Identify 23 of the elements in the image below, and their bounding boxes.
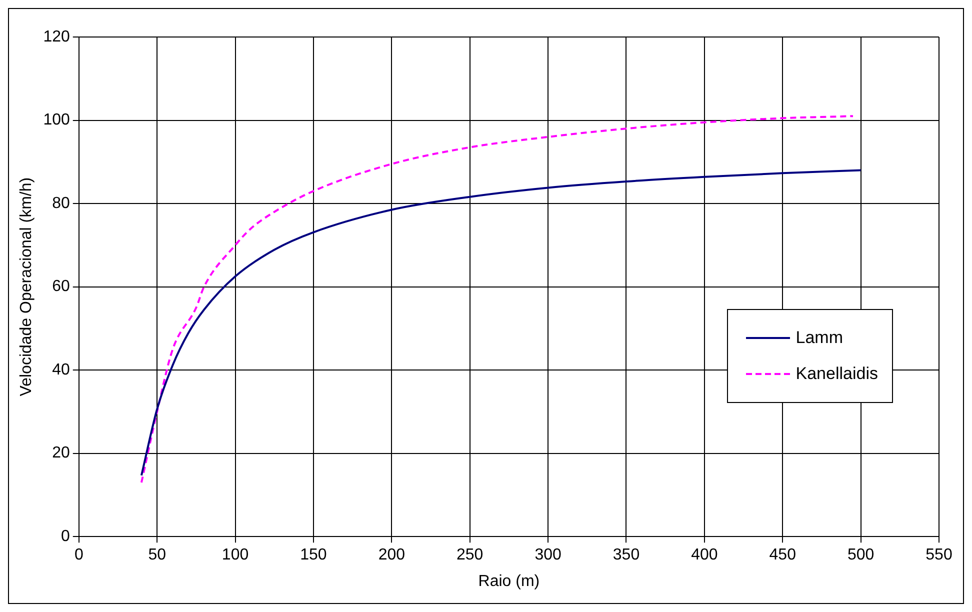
y-tick-label: 80: [52, 194, 70, 212]
x-tick-label: 250: [456, 546, 484, 564]
y-tick-label: 0: [60, 528, 70, 546]
y-tick-label: 40: [52, 361, 70, 378]
y-axis-title: Velocidade Operacional (km/h): [18, 177, 36, 396]
x-tick-label: 550: [926, 546, 952, 564]
x-tick-label: 200: [378, 546, 406, 564]
x-tick-label: 400: [691, 546, 718, 564]
x-tick-label: 500: [847, 546, 874, 564]
y-tick-label: 120: [43, 28, 70, 46]
x-tick-label: 50: [148, 546, 166, 564]
x-axis-title: Raio (m): [478, 572, 540, 590]
x-tick-label: 450: [769, 546, 796, 564]
y-tick-label: 100: [43, 112, 70, 129]
y-tick-label: 60: [52, 278, 70, 296]
x-tick-label: 0: [74, 546, 84, 564]
x-tick-label: 350: [612, 546, 640, 564]
legend-label: Kanellaidis: [796, 364, 878, 384]
x-tick-label: 100: [222, 546, 249, 564]
x-tick-label: 150: [300, 546, 327, 564]
legend-label: Lamm: [796, 328, 843, 348]
x-tick-label: 300: [534, 546, 562, 564]
y-tick-label: 20: [52, 444, 70, 462]
